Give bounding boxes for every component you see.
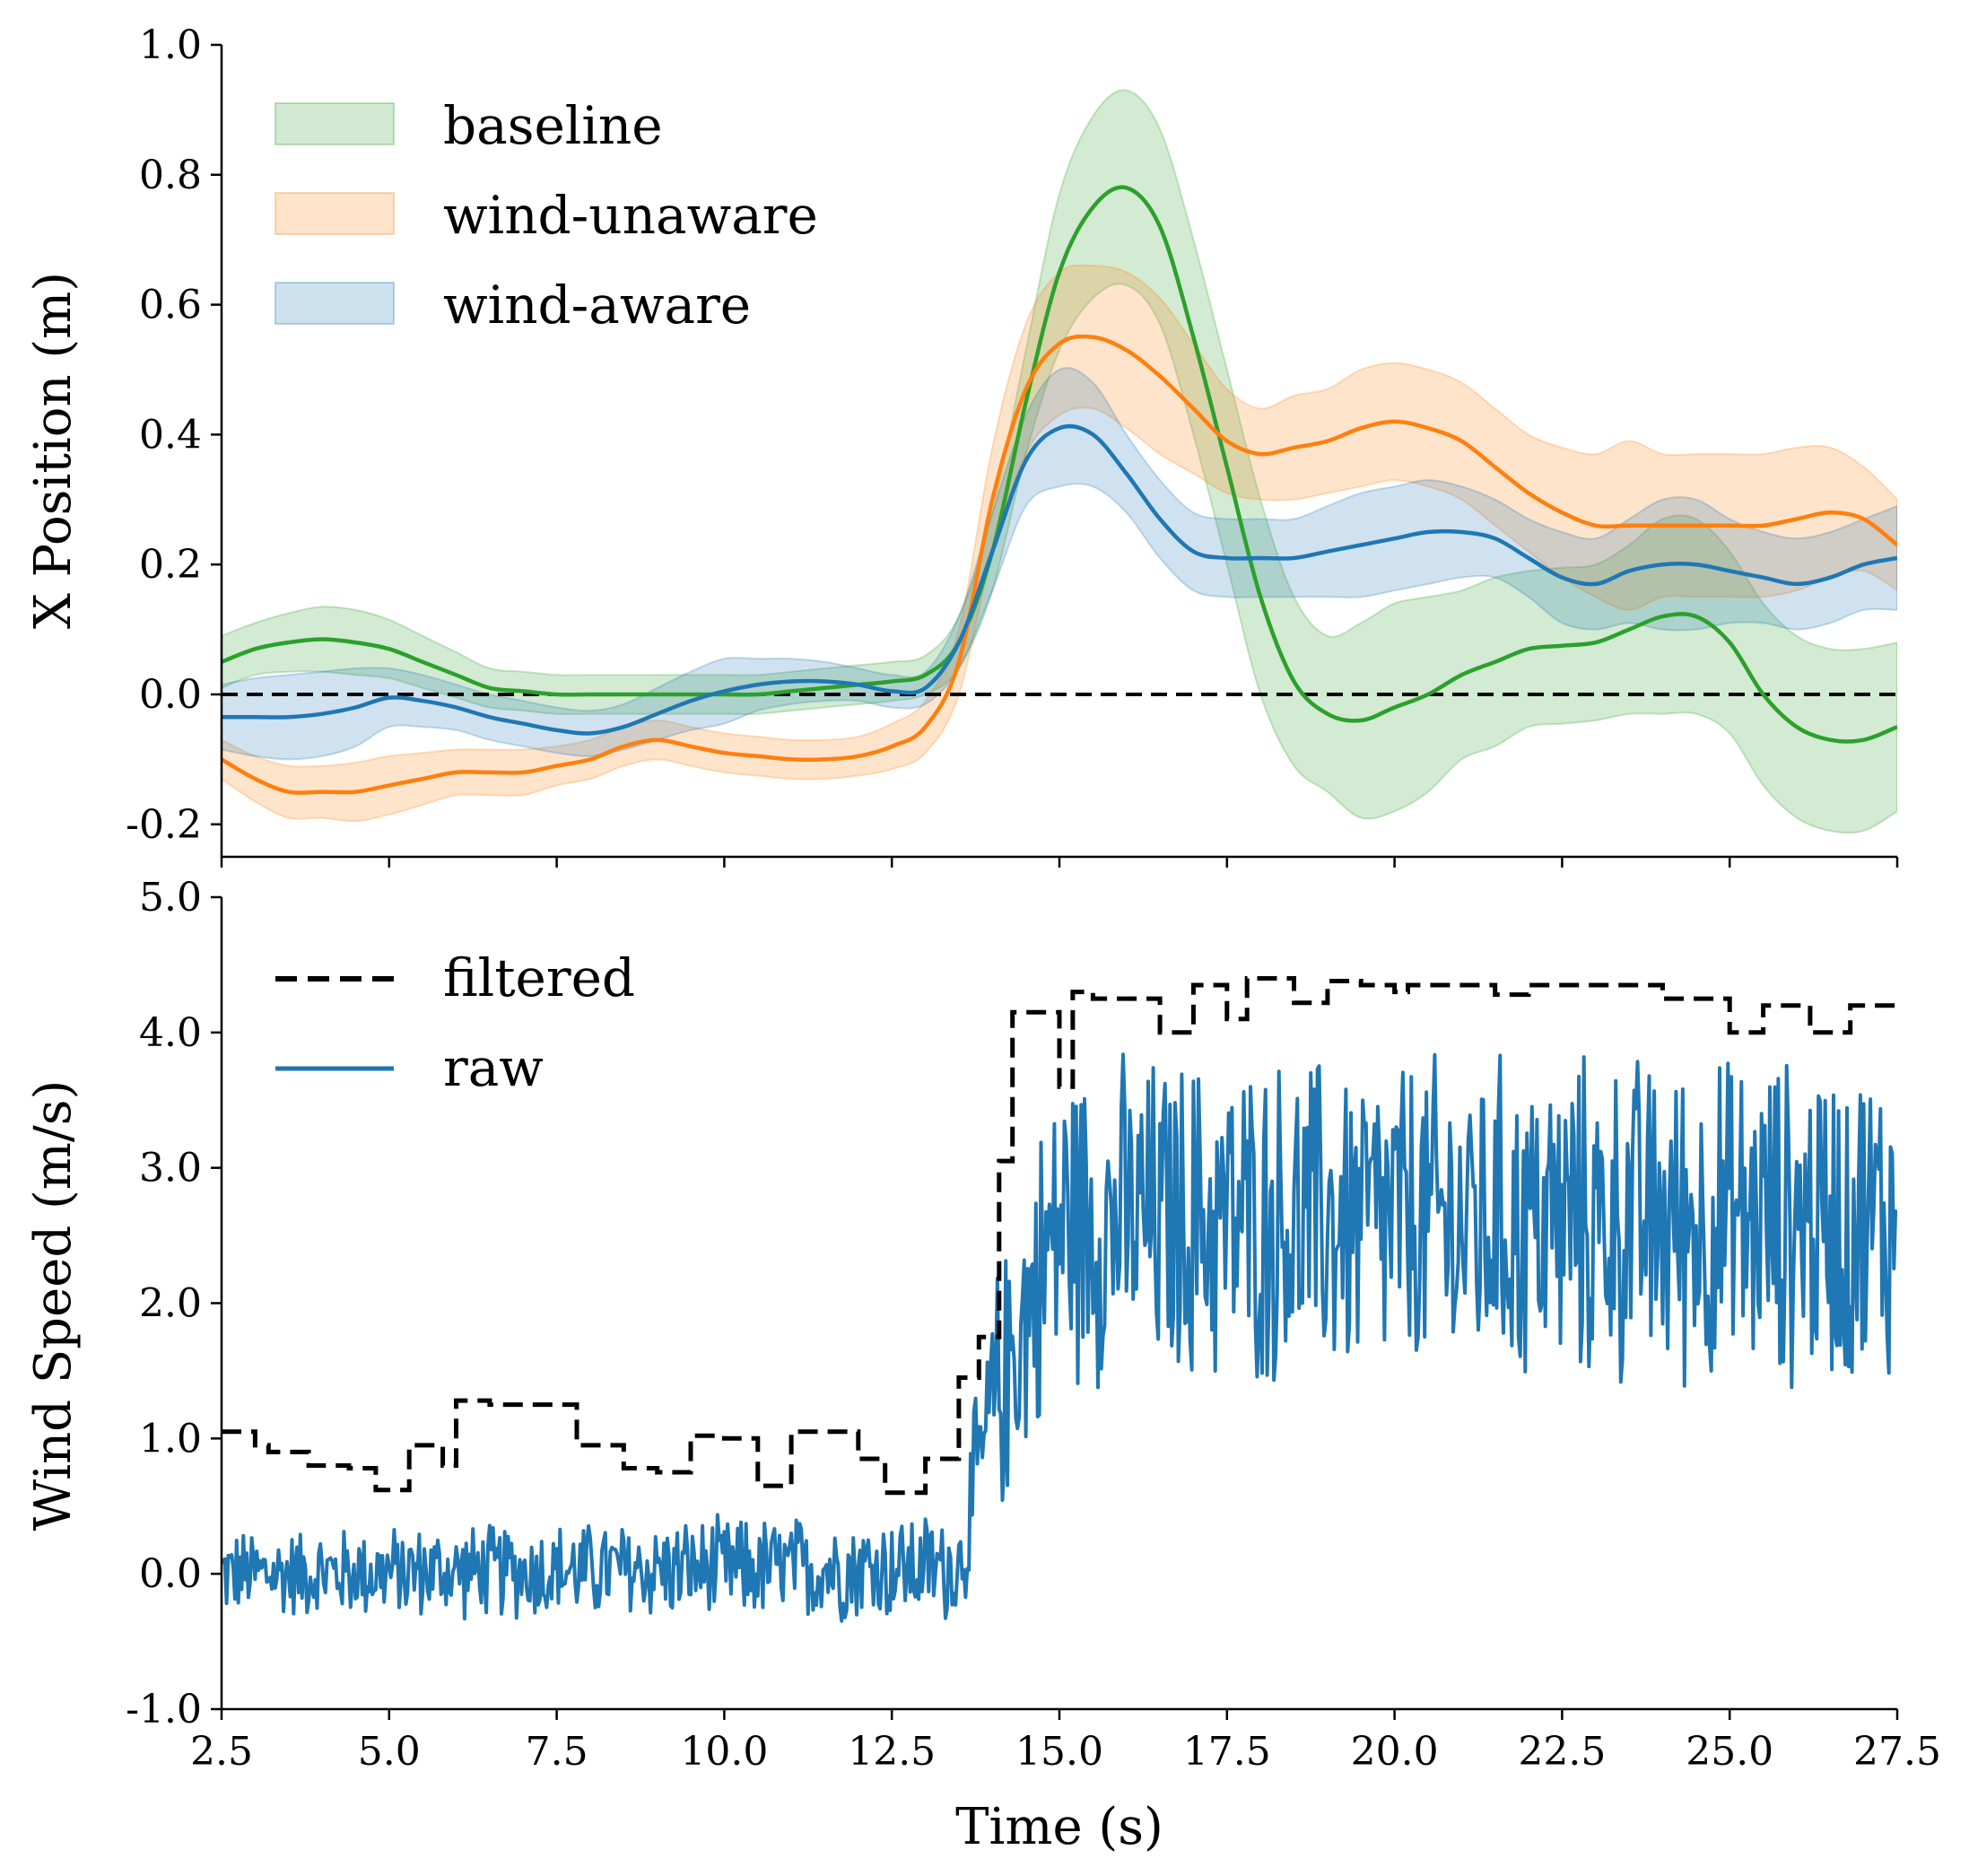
position-panel: -0.2 0.0 0.2 0.4 0.6 0.8 1.0 X Position (m) ba… <box>24 22 1899 868</box>
wind-axes: -1.0 0.0 1.0 2.0 3.0 4.0 5.0 2.5 5.0 7.5 10.0 12.5 1… <box>126 875 1941 1775</box>
legend-label-filtered: filtered <box>443 947 635 1008</box>
line-wind-aware <box>222 423 1897 736</box>
y-tick-label: 5.0 <box>139 875 202 921</box>
line-baseline <box>222 185 1897 744</box>
band-wind-unaware <box>222 264 1897 823</box>
y-tick-label: 0.0 <box>139 1551 202 1597</box>
legend-swatch-wind-unaware <box>274 192 395 235</box>
y-tick-label: -0.2 <box>126 802 202 848</box>
x-tick-label: 7.5 <box>526 1729 588 1775</box>
wind-y-axis-label: Wind Speed (m/s) <box>24 1080 83 1531</box>
line-wind-unaware <box>222 334 1897 795</box>
x-tick-label: 2.5 <box>190 1729 253 1775</box>
y-tick-label: 0.6 <box>139 283 202 328</box>
wind-speed-lines <box>222 976 1897 1623</box>
x-axis-label: Time (s) <box>955 1798 1163 1856</box>
position-mean-lines <box>222 185 1897 795</box>
position-confidence-bands <box>222 89 1897 834</box>
x-tick-label: 25.0 <box>1686 1729 1773 1775</box>
x-tick-label: 20.0 <box>1351 1729 1439 1775</box>
wind-legend: filtered raw <box>275 947 635 1098</box>
y-tick-label: 0.4 <box>139 412 202 458</box>
x-tick-label: 27.5 <box>1853 1729 1941 1775</box>
y-tick-label: 0.8 <box>139 153 202 198</box>
x-tick-label: 10.0 <box>680 1729 768 1775</box>
y-tick-label: 1.0 <box>139 1416 202 1462</box>
x-tick-label: 12.5 <box>848 1729 936 1775</box>
y-tick-label: 1.0 <box>139 22 202 68</box>
band-baseline <box>222 89 1897 834</box>
legend-label-baseline: baseline <box>443 95 663 156</box>
position-legend: baseline wind-unaware wind-aware <box>274 95 818 336</box>
y-tick-label: 4.0 <box>139 1010 202 1056</box>
line-filtered <box>222 976 1897 1496</box>
position-y-axis-label: X Position (m) <box>24 272 83 629</box>
y-tick-label: 3.0 <box>139 1146 202 1191</box>
legend-swatch-wind-aware <box>274 282 395 325</box>
x-tick-label: 5.0 <box>358 1729 421 1775</box>
y-tick-label: 2.0 <box>139 1281 202 1327</box>
x-tick-label: 17.5 <box>1183 1729 1271 1775</box>
y-tick-label: 0.2 <box>139 542 202 588</box>
x-tick-label: 22.5 <box>1518 1729 1606 1775</box>
legend-label-raw: raw <box>443 1037 544 1098</box>
x-tick-label: 15.0 <box>1015 1729 1103 1775</box>
line-raw <box>222 1052 1897 1623</box>
wind-panel: -1.0 0.0 1.0 2.0 3.0 4.0 5.0 2.5 5.0 7.5 10.0 12.5 1… <box>24 875 1941 1856</box>
legend-swatch-baseline <box>274 102 395 145</box>
y-tick-label: 0.0 <box>139 672 202 718</box>
legend-label-wind-aware: wind-aware <box>443 275 751 336</box>
position-axes: -0.2 0.0 0.2 0.4 0.6 0.8 1.0 <box>126 22 1899 868</box>
band-wind-aware <box>222 367 1897 761</box>
y-tick-label: -1.0 <box>126 1687 202 1732</box>
legend-label-wind-unaware: wind-unaware <box>443 185 818 246</box>
